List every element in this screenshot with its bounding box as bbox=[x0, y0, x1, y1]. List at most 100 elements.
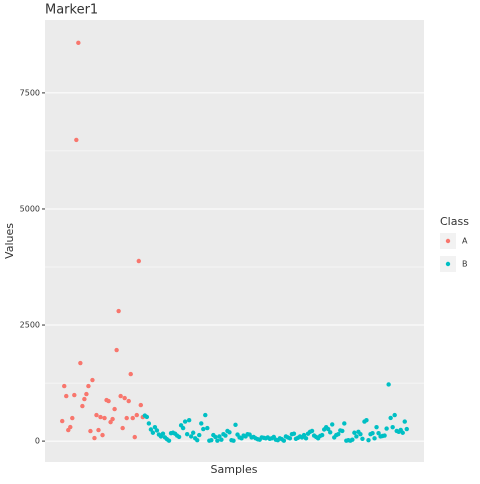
point bbox=[358, 431, 363, 437]
point bbox=[384, 426, 389, 431]
point bbox=[309, 428, 315, 434]
y-tick-label: 7500 bbox=[20, 88, 40, 97]
point bbox=[402, 419, 407, 424]
point bbox=[176, 434, 182, 440]
point bbox=[72, 392, 77, 398]
point bbox=[340, 428, 345, 434]
y-axis-label: Values bbox=[3, 223, 16, 259]
y-tick-label: 2500 bbox=[20, 321, 40, 330]
point bbox=[354, 434, 359, 439]
point bbox=[124, 415, 129, 421]
legend-marker bbox=[445, 238, 451, 244]
point bbox=[78, 360, 83, 366]
point bbox=[134, 412, 139, 418]
y-tick-label: 5000 bbox=[20, 204, 40, 213]
point bbox=[60, 418, 65, 424]
point bbox=[213, 434, 218, 440]
point bbox=[217, 434, 222, 439]
point bbox=[287, 436, 293, 441]
point bbox=[148, 427, 154, 432]
point bbox=[112, 406, 117, 412]
point bbox=[100, 432, 105, 438]
point bbox=[219, 437, 224, 442]
point bbox=[209, 437, 214, 443]
point bbox=[325, 426, 331, 432]
point bbox=[223, 433, 228, 438]
point bbox=[150, 430, 156, 435]
point bbox=[382, 433, 387, 438]
point bbox=[197, 432, 202, 438]
point bbox=[144, 414, 150, 420]
legend-label: B bbox=[462, 260, 468, 269]
chart-title: Marker1 bbox=[45, 3, 98, 18]
point bbox=[404, 426, 409, 432]
point bbox=[301, 432, 307, 438]
point bbox=[374, 424, 379, 430]
point bbox=[372, 436, 377, 441]
point bbox=[303, 436, 309, 441]
point bbox=[370, 431, 375, 436]
point bbox=[352, 430, 357, 435]
point bbox=[184, 431, 190, 437]
point bbox=[190, 430, 196, 435]
point bbox=[130, 415, 135, 421]
point bbox=[199, 421, 204, 426]
point bbox=[70, 415, 75, 421]
point bbox=[84, 391, 89, 397]
point bbox=[152, 424, 158, 430]
point bbox=[328, 430, 333, 435]
point bbox=[376, 431, 381, 436]
point bbox=[76, 40, 81, 46]
point bbox=[136, 258, 141, 264]
point bbox=[146, 421, 152, 426]
point bbox=[74, 137, 79, 143]
point bbox=[94, 412, 99, 418]
point bbox=[116, 308, 121, 314]
point bbox=[201, 426, 206, 432]
point bbox=[98, 414, 103, 420]
point bbox=[182, 419, 188, 424]
point bbox=[180, 425, 186, 431]
point bbox=[186, 418, 192, 423]
point bbox=[364, 418, 369, 423]
x-axis-label: Samples bbox=[211, 463, 258, 476]
point bbox=[110, 416, 115, 422]
point bbox=[160, 431, 166, 436]
point bbox=[203, 412, 208, 418]
point bbox=[291, 431, 297, 436]
point bbox=[205, 425, 210, 431]
point bbox=[392, 412, 397, 418]
point bbox=[281, 438, 287, 443]
point bbox=[82, 396, 87, 402]
legend-marker bbox=[445, 261, 451, 267]
legend-title: Class bbox=[440, 215, 469, 228]
point bbox=[68, 424, 73, 430]
point bbox=[386, 382, 391, 387]
point bbox=[342, 421, 347, 426]
point bbox=[88, 428, 93, 434]
point bbox=[231, 438, 236, 443]
point bbox=[336, 431, 341, 437]
point bbox=[86, 383, 91, 389]
point bbox=[215, 438, 220, 443]
point bbox=[227, 430, 232, 435]
point bbox=[330, 422, 335, 427]
point bbox=[90, 377, 95, 383]
point bbox=[62, 383, 67, 389]
point bbox=[188, 434, 194, 439]
point bbox=[388, 415, 393, 421]
point bbox=[64, 393, 69, 399]
legend-label: A bbox=[462, 237, 468, 246]
point bbox=[114, 347, 119, 353]
point bbox=[80, 403, 85, 409]
panel bbox=[45, 20, 424, 462]
point bbox=[195, 437, 200, 443]
point bbox=[106, 398, 111, 404]
point bbox=[96, 427, 101, 433]
point bbox=[92, 435, 97, 441]
point bbox=[319, 432, 325, 438]
point bbox=[120, 425, 125, 431]
point bbox=[400, 430, 405, 435]
point bbox=[350, 437, 355, 442]
